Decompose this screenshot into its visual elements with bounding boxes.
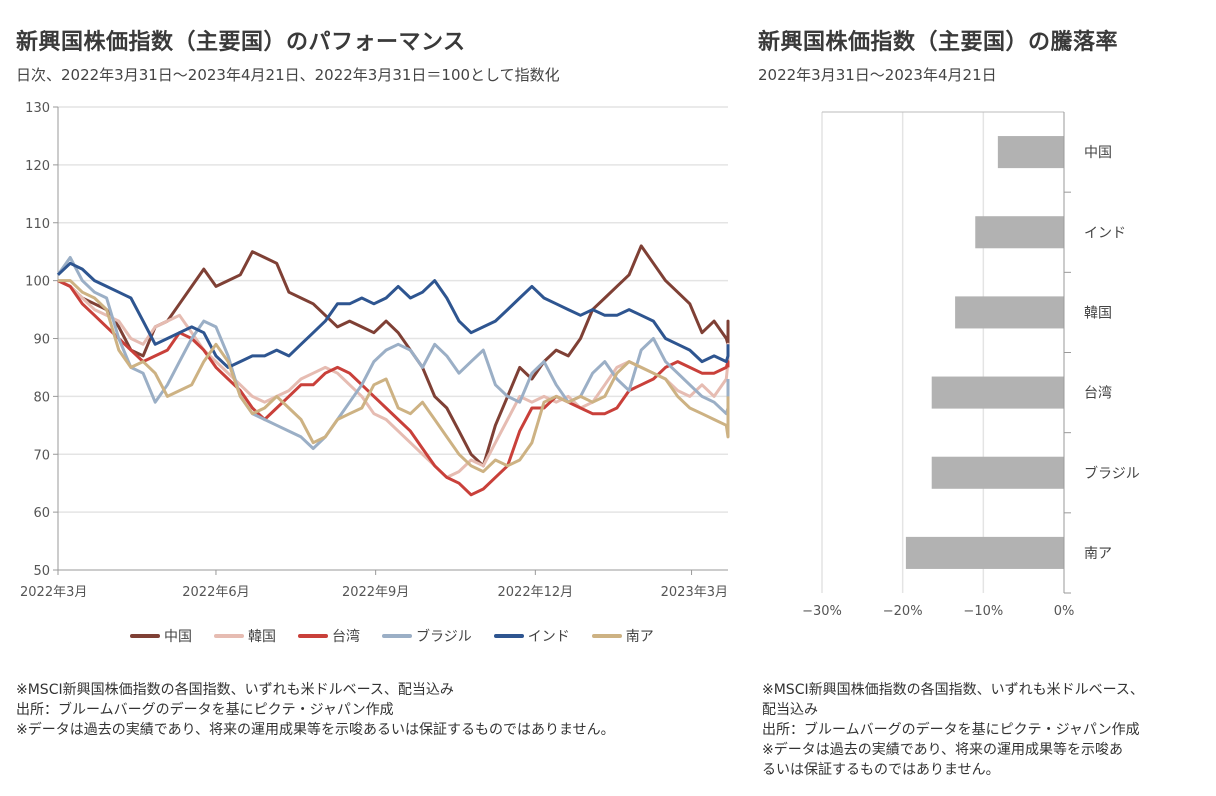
legend-label: 韓国 <box>248 629 276 645</box>
legend-label: 中国 <box>164 629 192 645</box>
note-line: ※データは過去の実績であり、将来の運用成果等を示唆あ <box>762 742 1124 758</box>
bar-インド <box>975 216 1064 249</box>
y-tick-label: 70 <box>33 448 50 463</box>
x-tick-label: 2022年6月 <box>182 585 249 600</box>
line-chart-title: 新興国株価指数（主要国）のパフォーマンス <box>16 30 466 55</box>
series-line-ブラジル <box>56 256 730 450</box>
y-tick-label: 80 <box>33 390 50 405</box>
note-line: ※MSCI新興国株価指数の各国指数、いずれも米ドルベース、配当込み <box>16 682 454 698</box>
legend-label: インド <box>527 629 570 645</box>
x-tick-label: 2022年3月 <box>20 585 87 600</box>
legend-swatch <box>298 634 328 638</box>
legend-item: 中国 <box>130 626 192 646</box>
bar-台湾 <box>931 376 1064 409</box>
x-tick-label: 2022年9月 <box>342 585 409 600</box>
legend-label: 台湾 <box>332 629 360 645</box>
bar-chart-title: 新興国株価指数（主要国）の騰落率 <box>758 30 1119 55</box>
line-chart: 50 60 70 80 90 100 110 120 130 2022年3月 2022年6月 2022… <box>20 101 730 600</box>
note-line: ※データは過去の実績であり、将来の運用成果等を示唆あるいは保証するものではありま… <box>16 722 615 738</box>
bar-ブラジル <box>931 456 1064 489</box>
x-tick-label: 0% <box>1054 604 1075 619</box>
note-line: 配当込み <box>762 702 818 718</box>
legend-swatch <box>214 634 244 638</box>
legend-item: インド <box>493 626 570 646</box>
line-chart-notes: ※MSCI新興国株価指数の各国指数、いずれも米ドルベース、配当込み 出所：ブルー… <box>16 680 736 740</box>
category-label: 韓国 <box>1084 305 1112 321</box>
x-tick-label: −20% <box>883 604 923 619</box>
bar-chart-notes: ※MSCI新興国株価指数の各国指数、いずれも米ドルベース、 配当込み 出所：ブル… <box>762 680 1212 780</box>
bar-中国 <box>997 136 1064 169</box>
bar-韓国 <box>955 296 1064 329</box>
y-tick-label: 90 <box>33 333 50 348</box>
legend-swatch <box>382 634 412 638</box>
category-label: 中国 <box>1084 145 1112 161</box>
legend-swatch <box>493 634 524 638</box>
x-tick-label: 2022年12月 <box>498 585 574 600</box>
legend-swatch <box>130 634 160 638</box>
note-line: ※MSCI新興国株価指数の各国指数、いずれも米ドルベース、 <box>762 682 1144 698</box>
x-tick-label: −10% <box>963 604 1003 619</box>
legend-item: 南ア <box>591 626 654 646</box>
y-tick-label: 50 <box>33 564 50 579</box>
line-chart-legend: 中国 韓国 台湾 ブラジル インド 南ア <box>130 626 654 646</box>
series-line-台湾 <box>57 279 730 497</box>
series-line-インド <box>56 261 730 369</box>
category-label: 台湾 <box>1084 385 1112 402</box>
legend-swatch <box>591 634 622 638</box>
y-tick-label: 120 <box>25 159 50 174</box>
category-label: ブラジル <box>1084 465 1140 482</box>
x-tick-label: −30% <box>802 604 842 619</box>
legend-label: ブラジル <box>416 629 472 645</box>
legend-label: 南ア <box>625 629 654 645</box>
y-tick-label: 130 <box>25 101 50 116</box>
note-line: 出所：ブルームバーグのデータを基にピクテ・ジャパン作成 <box>16 702 394 718</box>
x-tick-label: 2023年3月 <box>661 585 728 600</box>
bar-chart-subtitle: 2022年3月31日～2023年4月21日 <box>758 66 997 84</box>
legend-item: ブラジル <box>382 626 472 646</box>
category-label: インド <box>1084 225 1126 241</box>
series-line-南ア <box>58 279 730 474</box>
bar-南ア <box>905 536 1064 569</box>
y-tick-label: 110 <box>25 217 50 232</box>
legend-item: 韓国 <box>214 626 276 646</box>
note-line: 出所：ブルームバーグのデータを基にピクテ・ジャパン作成 <box>762 722 1140 738</box>
y-tick-label: 60 <box>33 506 50 521</box>
note-line: るいは保証するものではありません。 <box>762 762 1000 778</box>
line-chart-subtitle: 日次、2022年3月31日～2023年4月21日、2022年3月31日＝100と… <box>16 66 560 84</box>
y-tick-label: 100 <box>25 275 50 290</box>
legend-item: 台湾 <box>298 626 360 646</box>
category-label: 南ア <box>1084 546 1112 562</box>
